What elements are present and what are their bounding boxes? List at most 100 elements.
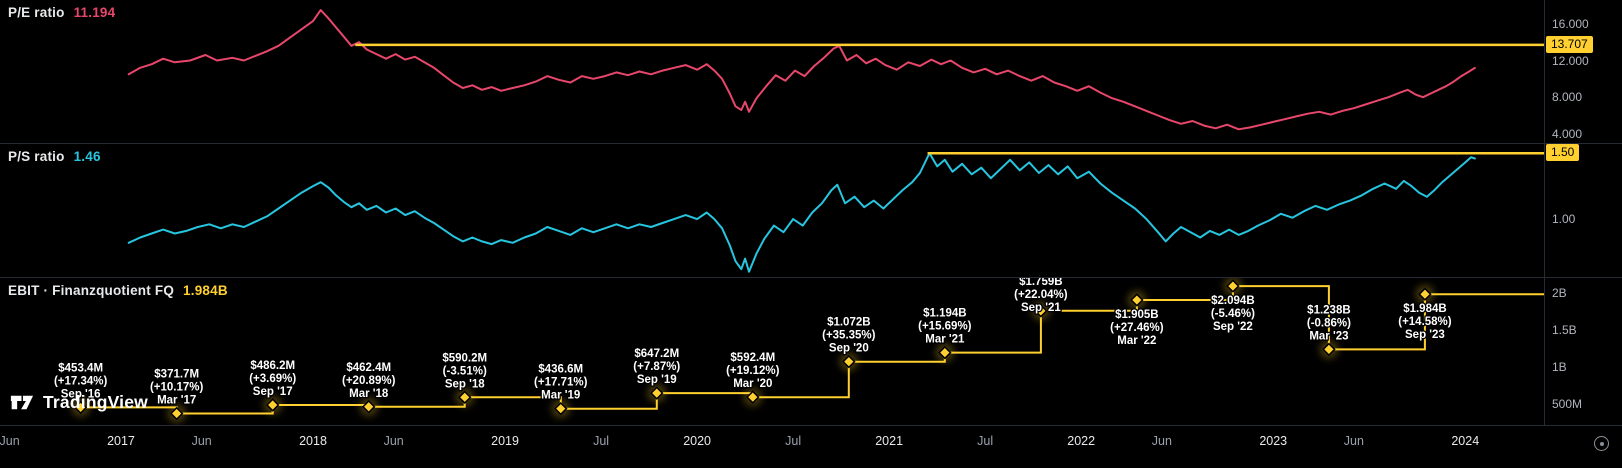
- ebit-label-value: $1.984B: [1403, 303, 1446, 315]
- ps-legend-value: 1.46: [73, 149, 101, 164]
- ebit-label-change: (+19.12%): [726, 365, 780, 377]
- pe-legend[interactable]: P/E ratio 11.194: [8, 5, 115, 20]
- time-label: Jun: [191, 434, 212, 448]
- ebit-label-change: (+20.89%): [342, 375, 396, 387]
- ebit-label-value: $1.905B: [1115, 309, 1158, 321]
- ebit-label-change: (+35.35%): [822, 330, 876, 342]
- ebit-label-change: (+17.34%): [54, 375, 108, 387]
- ebit-label-change: (+22.04%): [1014, 289, 1068, 301]
- ebit-label-change: (+7.87%): [633, 361, 680, 373]
- ps-line[interactable]: [127, 152, 1476, 273]
- axis-settings-icon[interactable]: [1594, 436, 1609, 451]
- ebit-label-period: Sep '16: [61, 388, 101, 400]
- time-label: Jul: [785, 434, 802, 448]
- pe-line[interactable]: [127, 9, 1476, 131]
- earnings-diamond-marker[interactable]: [1322, 342, 1336, 357]
- ebit-label-period: Mar '23: [1309, 330, 1348, 342]
- ebit-label-value: $486.2M: [250, 360, 295, 372]
- time-label: Jul: [593, 434, 610, 448]
- ebit-label-change: (-5.46%): [1211, 308, 1255, 320]
- price-axis[interactable]: 13.707 16.000 12.000 8.000 4.000 1.50 1.00 2B 1.…: [1545, 0, 1622, 425]
- ebit-label-period: Sep '20: [829, 343, 869, 355]
- earnings-diamond-marker[interactable]: [938, 345, 952, 360]
- tradingview-logo[interactable]: TradingView: [8, 389, 148, 416]
- ebit-label-period: Sep '22: [1213, 321, 1253, 333]
- ebit-price-tick: 1.5B: [1552, 323, 1577, 337]
- earnings-diamond-marker[interactable]: [842, 354, 856, 369]
- ebit-label-change: (+15.69%): [918, 321, 972, 333]
- ebit-label-value: $462.4M: [346, 362, 391, 374]
- ebit-label-period: Sep '19: [637, 374, 677, 386]
- earnings-diamond-marker[interactable]: [554, 401, 568, 416]
- ebit-legend-title: EBIT · Finanzquotient FQ: [8, 283, 175, 298]
- earnings-diamond-marker[interactable]: [73, 400, 88, 415]
- ebit-price-tick: 1B: [1552, 359, 1567, 374]
- ebit-label-period: Mar '22: [1117, 335, 1156, 347]
- time-label: 2021: [875, 434, 904, 448]
- ebit-label-value: $453.4M: [58, 362, 103, 374]
- pe-ath-price-label: 13.707: [1546, 35, 1593, 53]
- ebit-plot[interactable]: $453.4M(+17.34%)Sep '16$371.7M(+10.17%)M…: [0, 278, 1544, 425]
- earnings-diamond-marker[interactable]: [1226, 279, 1240, 293]
- pe-legend-value: 11.194: [73, 5, 116, 20]
- pe-pane[interactable]: P/E ratio 11.194: [0, 0, 1544, 143]
- ebit-label-value: $371.7M: [154, 368, 199, 380]
- time-label: 2017: [107, 434, 135, 448]
- pe-price-tick: 16.000: [1552, 16, 1589, 31]
- ps-plot[interactable]: [0, 144, 1544, 277]
- ebit-label-period: Mar '20: [733, 378, 772, 390]
- time-label: Jun: [1151, 434, 1172, 448]
- tradingview-logo-icon: [10, 395, 34, 410]
- earnings-diamond-marker[interactable]: [361, 400, 376, 414]
- ebit-label-value: $1.194B: [923, 308, 966, 320]
- ebit-label-period: Mar '18: [349, 388, 389, 400]
- ebit-label-change: (-0.86%): [1307, 317, 1351, 329]
- ebit-label-value: $1.072B: [827, 317, 870, 329]
- time-label: 2023: [1259, 434, 1288, 448]
- ebit-label-period: Mar '17: [157, 394, 196, 406]
- pe-price-tick: 8.000: [1552, 90, 1583, 105]
- earnings-diamond-marker[interactable]: [650, 386, 664, 400]
- price-axis-divider: [1544, 0, 1545, 468]
- ebit-label-period: Sep '18: [445, 378, 485, 390]
- ebit-price-tick: 500M: [1552, 396, 1583, 411]
- pane-divider-1[interactable]: [0, 143, 1622, 144]
- earnings-diamond-marker[interactable]: [746, 390, 760, 404]
- pe-price-tick: 4.000: [1552, 126, 1583, 141]
- ebit-label-change: (+17.71%): [534, 377, 588, 389]
- ebit-label-period: Mar '21: [925, 334, 965, 346]
- time-label: 2020: [683, 434, 711, 448]
- earnings-diamond-marker[interactable]: [1418, 287, 1432, 301]
- earnings-diamond-marker[interactable]: [1130, 293, 1144, 307]
- earnings-diamond-marker[interactable]: [458, 390, 472, 405]
- ebit-step-line[interactable]: [80, 285, 1544, 415]
- pe-plot[interactable]: [0, 0, 1544, 143]
- earnings-diamond-marker[interactable]: [1034, 304, 1048, 318]
- ebit-label-value: $1.238B: [1307, 304, 1350, 316]
- ebit-label-value: $436.6M: [538, 364, 583, 376]
- time-label: 2024: [1451, 434, 1480, 448]
- time-label: Jun: [1343, 434, 1364, 448]
- ebit-label-period: Sep '21: [1021, 302, 1061, 314]
- ps-pane[interactable]: P/S ratio 1.46: [0, 144, 1544, 277]
- pe-price-tick: 12.000: [1552, 53, 1589, 68]
- ebit-label-change: (+3.69%): [249, 373, 296, 385]
- earnings-diamond-marker[interactable]: [169, 406, 184, 421]
- ebit-label-period: Sep '17: [253, 386, 293, 398]
- pe-legend-title: P/E ratio: [8, 5, 65, 20]
- ebit-label-period: Sep '23: [1405, 329, 1445, 341]
- ebit-pane[interactable]: $453.4M (+17.34%) Sep '16 $371.7M (+10.17%) M…: [0, 278, 1544, 425]
- earnings-diamond-marker[interactable]: [265, 398, 280, 412]
- ps-legend[interactable]: P/S ratio 1.46: [8, 149, 101, 164]
- ebit-label-change: (+14.58%): [1398, 316, 1452, 328]
- ebit-legend[interactable]: EBIT · Finanzquotient FQ 1.984B: [8, 283, 228, 298]
- ebit-price-tick: 2B: [1552, 286, 1567, 301]
- ebit-label-change: (-3.51%): [443, 365, 487, 377]
- ebit-label-change: (+27.46%): [1110, 322, 1164, 334]
- ps-ath-price-label: 1.50: [1546, 144, 1580, 162]
- tradingview-logo-text: TradingView: [43, 392, 148, 412]
- ebit-label-value: $592.4M: [730, 352, 775, 364]
- pane-divider-2[interactable]: [0, 277, 1622, 278]
- time-axis[interactable]: Jun 2017 Jun 2018 Jun 2019 Jul 2020 Jul 2021 Jul 20…: [0, 425, 1622, 468]
- time-label: Jun: [0, 434, 20, 448]
